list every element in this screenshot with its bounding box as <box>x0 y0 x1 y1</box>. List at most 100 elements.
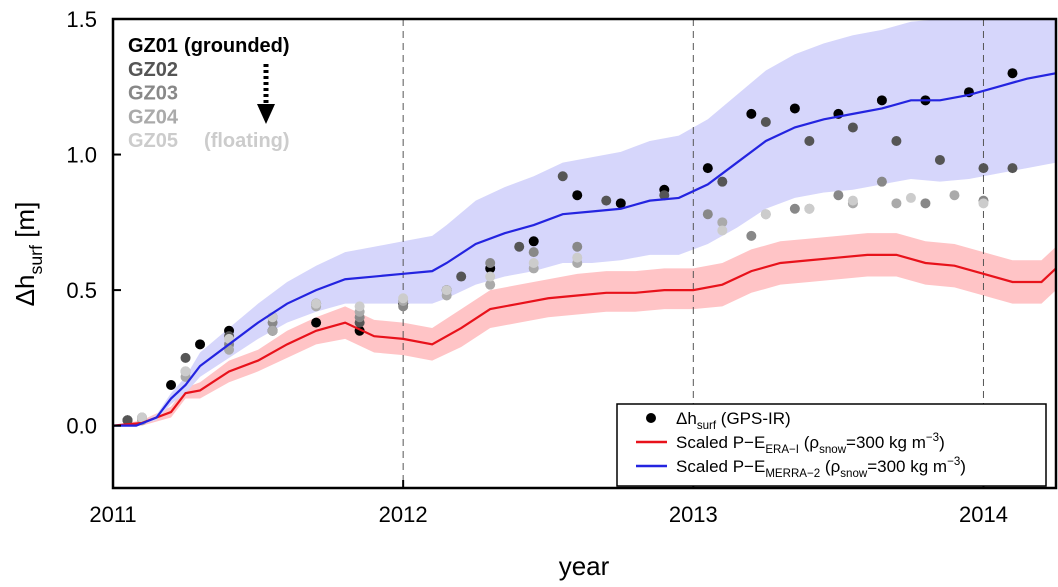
model-line <box>113 253 1056 427</box>
gps-point <box>180 366 191 377</box>
gps-point <box>180 352 191 363</box>
gps-point <box>195 339 206 350</box>
model-line <box>113 72 1056 427</box>
gps-point <box>122 415 133 426</box>
text-part: MERRA−2 <box>765 468 820 480</box>
text-part: (ρ <box>820 457 840 476</box>
plot-area <box>113 19 1056 488</box>
y-axis-label: Δhsurf [m] <box>10 202 46 307</box>
text-part: ERA−I <box>765 444 799 456</box>
gps-point <box>528 257 539 268</box>
gps-point <box>804 203 815 214</box>
y-tick-label: 0.5 <box>66 278 97 303</box>
site-name: GZ04 <box>128 106 179 128</box>
gps-point <box>978 198 989 209</box>
gps-point <box>833 190 844 201</box>
gps-point <box>702 209 713 220</box>
site-name: GZ03 <box>128 83 178 105</box>
gps-point <box>572 252 583 263</box>
site-label: GZ03 <box>128 83 178 105</box>
gps-point <box>572 241 583 252</box>
text-part: Scaled P−E <box>676 433 765 452</box>
gps-point <box>441 285 452 296</box>
gps-point <box>267 325 278 336</box>
gps-point <box>804 135 815 146</box>
site-label: GZ02 <box>128 59 178 81</box>
gps-point <box>572 190 583 201</box>
site-label: GZ04 <box>128 106 179 128</box>
text-part: =300 kg m <box>867 457 947 476</box>
gps-point <box>485 271 496 282</box>
site-label: GZ05 (floating) <box>128 130 290 152</box>
gps-point <box>1007 163 1018 174</box>
x-tick-label: 2011 <box>89 502 136 527</box>
gps-point <box>137 412 148 423</box>
gps-point <box>659 190 670 201</box>
gps-point <box>760 209 771 220</box>
gps-point <box>311 298 322 309</box>
y-tick-label: 1.0 <box>66 143 97 168</box>
gps-point <box>891 198 902 209</box>
text-part: (ρ <box>799 433 819 452</box>
gps-point <box>717 176 728 187</box>
gps-point <box>891 135 902 146</box>
uncertainty-band <box>113 233 1056 426</box>
gps-point <box>746 230 757 241</box>
x-tick-label: 2014 <box>959 502 1008 527</box>
gps-point <box>934 154 945 165</box>
text-part: ) <box>960 457 966 476</box>
gps-point <box>847 195 858 206</box>
gps-point <box>949 190 960 201</box>
arrow-head <box>257 104 275 124</box>
gps-point <box>717 225 728 236</box>
text-part: −3 <box>926 432 939 444</box>
legend-label: Scaled P−EMERRA−2 (ρsnow=300 kg m−3) <box>676 456 966 480</box>
legend-label: Scaled P−EERA−I (ρsnow=300 kg m−3) <box>676 432 945 456</box>
text-part: =300 kg m <box>846 433 926 452</box>
site-note: (floating) <box>204 130 290 152</box>
y-tick-label: 0.0 <box>66 414 97 439</box>
gps-point <box>615 198 626 209</box>
site-name: GZ01 <box>128 35 178 57</box>
gps-point <box>311 317 322 328</box>
text-part: Scaled P−E <box>676 457 765 476</box>
gps-point <box>1007 68 1018 79</box>
gps-point <box>601 195 612 206</box>
gps-point <box>760 117 771 128</box>
text-part: surf <box>697 420 717 432</box>
gps-point <box>876 176 887 187</box>
plot-frame <box>111 17 1058 490</box>
x-axis-label: year <box>559 551 610 581</box>
gps-point <box>354 301 365 312</box>
gps-point <box>847 122 858 133</box>
gps-point <box>514 241 525 252</box>
text-part: surf <box>26 245 46 275</box>
dotted-arrow <box>257 64 275 124</box>
text-part: (GPS-IR) <box>716 409 791 428</box>
gps-point <box>528 247 539 258</box>
text-part: snow <box>819 444 847 456</box>
gps-point <box>528 236 539 247</box>
site-label: GZ01 (grounded) <box>128 35 290 57</box>
gps-point <box>557 171 568 182</box>
legend: Δhsurf (GPS-IR)Scaled P−EERA−I (ρsnow=30… <box>616 403 1047 487</box>
gps-point <box>905 192 916 203</box>
x-tick-label: 2012 <box>379 502 428 527</box>
x-tick-label: 2013 <box>669 502 718 527</box>
gps-point <box>456 271 467 282</box>
gps-point <box>876 95 887 106</box>
gps-point <box>485 279 496 290</box>
gps-point <box>702 163 713 174</box>
text-part: ) <box>939 433 945 452</box>
gps-point <box>398 293 409 304</box>
text-part: [m] <box>10 202 40 245</box>
legend-label: Δhsurf (GPS-IR) <box>676 409 791 432</box>
text-part: snow <box>840 468 868 480</box>
y-tick-label: 1.5 <box>66 7 97 32</box>
gps-point <box>920 198 931 209</box>
gps-point <box>485 257 496 268</box>
legend-marker <box>646 413 656 423</box>
site-name: GZ02 <box>128 59 178 81</box>
